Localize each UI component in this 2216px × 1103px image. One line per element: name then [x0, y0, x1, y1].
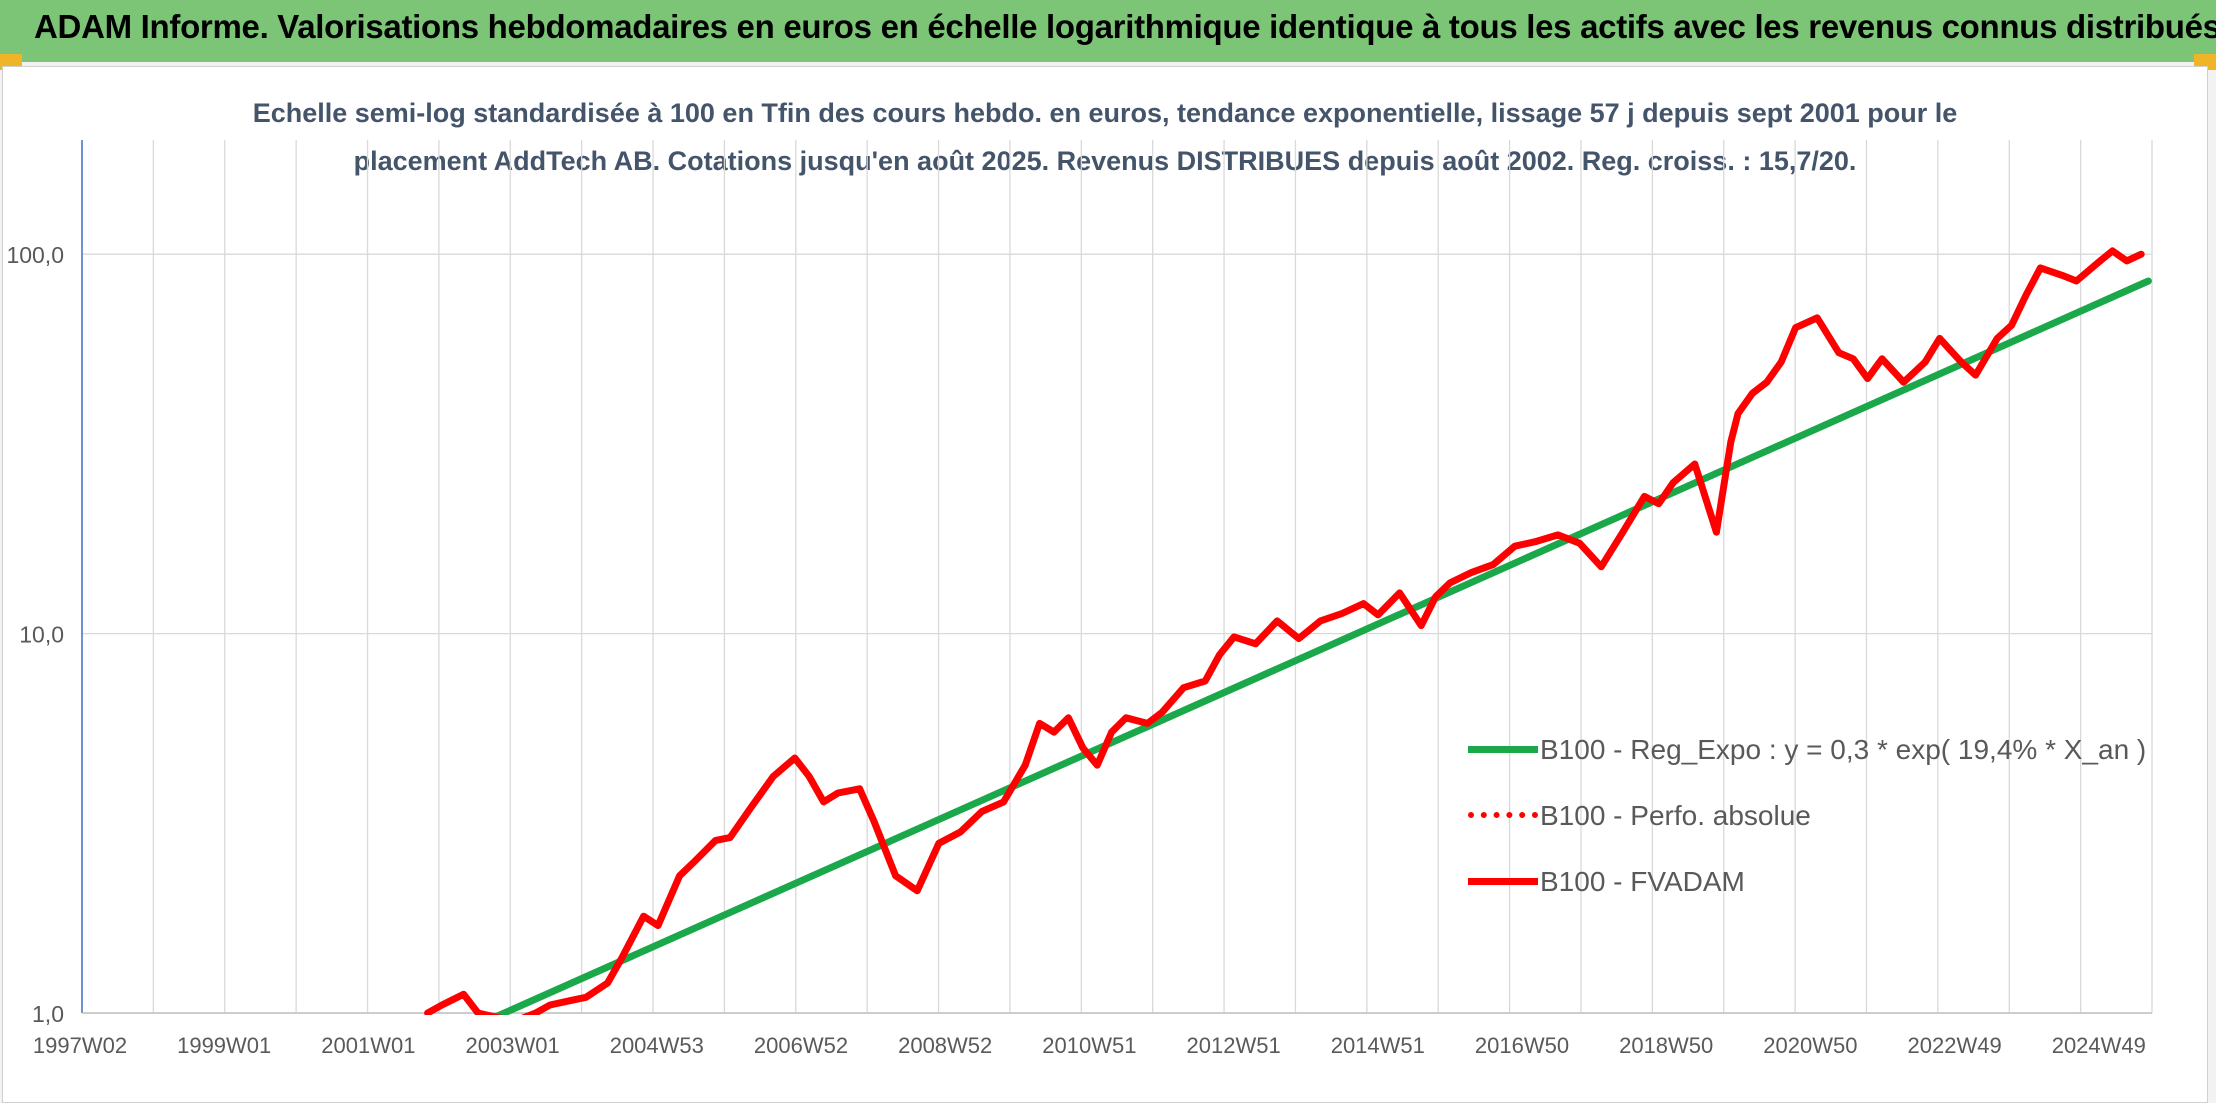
x-tick-label: 2014W51	[1331, 1033, 1425, 1058]
x-tick-label: 2022W49	[1908, 1033, 2002, 1058]
chart-panel	[2, 66, 2208, 1103]
chart-title-line-1: Echelle semi-log standardisée à 100 en T…	[252, 98, 1958, 128]
chart-grid	[81, 140, 2153, 1014]
y-tick-labels: 1,0 10,0 100,0	[6, 242, 64, 1027]
series-line-fvadam	[424, 247, 2145, 1015]
legend-swatch-perfo-absolue	[1468, 812, 1538, 818]
x-tick-label: 2008W52	[898, 1033, 992, 1058]
x-tick-labels: 1997W02 1999W01 2001W01 2003W01 2004W53 2006W…	[33, 1033, 2146, 1058]
legend-swatch-reg-expo	[1468, 746, 1538, 753]
legend-label-fvadam: B100 - FVADAM	[1540, 866, 1745, 897]
page-title: ADAM Informe. Valorisations hebdomadaire…	[34, 8, 2216, 45]
header-banner: ADAM Informe. Valorisations hebdomadaire…	[0, 0, 2216, 62]
y-tick-label: 1,0	[32, 1001, 64, 1027]
x-tick-label: 2012W51	[1187, 1033, 1281, 1058]
y-tick-label: 100,0	[6, 242, 64, 268]
chart-title-line-2: placement AddTech AB. Cotations jusqu'en…	[353, 146, 1857, 176]
x-tick-label: 2010W51	[1042, 1033, 1136, 1058]
chart-series	[424, 247, 2152, 1015]
x-tick-label: 1997W02	[33, 1033, 127, 1058]
x-tick-label: 2018W50	[1619, 1033, 1713, 1058]
x-tick-label: 2003W01	[466, 1033, 560, 1058]
y-tick-label: 10,0	[19, 622, 64, 648]
x-tick-label: 2016W50	[1475, 1033, 1569, 1058]
x-tick-label: 1999W01	[177, 1033, 271, 1058]
x-tick-label: 2004W53	[610, 1033, 704, 1058]
x-tick-label: 2001W01	[321, 1033, 415, 1058]
x-tick-label: 2020W50	[1763, 1033, 1857, 1058]
x-tick-label: 2006W52	[754, 1033, 848, 1058]
legend-label-perfo-absolue: B100 - Perfo. absolue	[1540, 800, 1811, 831]
legend-swatch-fvadam	[1468, 878, 1538, 885]
series-line-reg-expo	[491, 277, 2152, 1015]
x-tick-label: 2024W49	[2052, 1033, 2146, 1058]
chart-axes	[81, 140, 2152, 1014]
legend-label-reg-expo: B100 - Reg_Expo : y = 0,3 * exp( 19,4% *…	[1540, 734, 2147, 765]
